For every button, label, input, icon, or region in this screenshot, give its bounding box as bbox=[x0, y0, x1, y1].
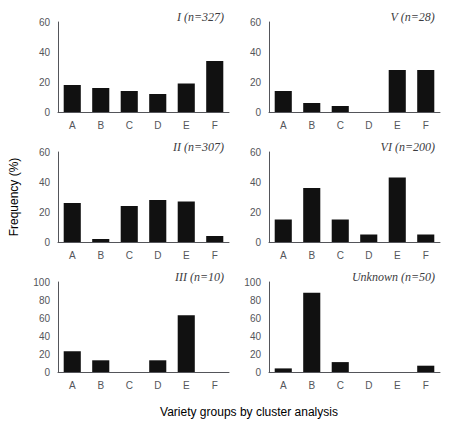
svg-text:F: F bbox=[212, 120, 218, 131]
svg-text:Unknown (n=50): Unknown (n=50) bbox=[352, 270, 435, 284]
svg-text:0: 0 bbox=[255, 367, 261, 378]
svg-text:100: 100 bbox=[33, 277, 50, 288]
svg-text:0: 0 bbox=[44, 107, 50, 118]
svg-text:C: C bbox=[337, 380, 344, 391]
svg-text:C: C bbox=[126, 120, 133, 131]
svg-text:E: E bbox=[183, 120, 190, 131]
svg-text:E: E bbox=[183, 250, 190, 261]
svg-text:20: 20 bbox=[250, 349, 262, 360]
svg-text:F: F bbox=[212, 380, 218, 391]
svg-text:B: B bbox=[97, 250, 104, 261]
svg-text:II (n=307): II (n=307) bbox=[172, 140, 224, 154]
svg-text:C: C bbox=[126, 250, 133, 261]
svg-text:40: 40 bbox=[250, 331, 262, 342]
svg-text:40: 40 bbox=[39, 331, 51, 342]
svg-text:0: 0 bbox=[255, 107, 261, 118]
svg-text:60: 60 bbox=[39, 17, 51, 28]
svg-text:B: B bbox=[97, 120, 104, 131]
svg-text:A: A bbox=[69, 120, 76, 131]
svg-text:D: D bbox=[365, 120, 372, 131]
svg-text:D: D bbox=[365, 380, 372, 391]
svg-text:E: E bbox=[394, 120, 401, 131]
svg-text:40: 40 bbox=[250, 47, 262, 58]
svg-text:20: 20 bbox=[39, 207, 51, 218]
svg-text:0: 0 bbox=[44, 367, 50, 378]
svg-text:20: 20 bbox=[250, 207, 262, 218]
svg-text:F: F bbox=[423, 380, 429, 391]
svg-text:B: B bbox=[308, 120, 315, 131]
svg-text:A: A bbox=[280, 120, 287, 131]
svg-text:D: D bbox=[154, 250, 161, 261]
svg-text:V (n=28): V (n=28) bbox=[391, 10, 435, 24]
svg-text:20: 20 bbox=[39, 349, 51, 360]
svg-text:20: 20 bbox=[39, 77, 51, 88]
svg-text:A: A bbox=[280, 250, 287, 261]
svg-text:20: 20 bbox=[250, 77, 262, 88]
svg-text:60: 60 bbox=[39, 147, 51, 158]
svg-text:40: 40 bbox=[250, 177, 262, 188]
svg-text:VI (n=200): VI (n=200) bbox=[381, 140, 435, 154]
svg-text:A: A bbox=[69, 250, 76, 261]
svg-text:80: 80 bbox=[250, 295, 262, 306]
svg-text:C: C bbox=[337, 250, 344, 261]
svg-text:I (n=327): I (n=327) bbox=[176, 10, 224, 24]
svg-text:B: B bbox=[97, 380, 104, 391]
svg-text:60: 60 bbox=[39, 313, 51, 324]
svg-text:0: 0 bbox=[255, 237, 261, 248]
svg-text:60: 60 bbox=[250, 17, 262, 28]
svg-text:Variety groups by cluster anal: Variety groups by cluster analysis bbox=[160, 405, 338, 419]
svg-text:60: 60 bbox=[250, 147, 262, 158]
svg-text:0: 0 bbox=[44, 237, 50, 248]
svg-text:C: C bbox=[337, 120, 344, 131]
svg-text:F: F bbox=[423, 120, 429, 131]
svg-text:C: C bbox=[126, 380, 133, 391]
svg-text:A: A bbox=[69, 380, 76, 391]
svg-text:F: F bbox=[212, 250, 218, 261]
svg-text:D: D bbox=[365, 250, 372, 261]
svg-text:100: 100 bbox=[244, 277, 261, 288]
svg-text:40: 40 bbox=[39, 47, 51, 58]
svg-text:B: B bbox=[308, 380, 315, 391]
svg-text:F: F bbox=[423, 250, 429, 261]
svg-text:40: 40 bbox=[39, 177, 51, 188]
svg-text:A: A bbox=[280, 380, 287, 391]
svg-text:80: 80 bbox=[39, 295, 51, 306]
svg-text:B: B bbox=[308, 250, 315, 261]
svg-text:E: E bbox=[183, 380, 190, 391]
svg-text:D: D bbox=[154, 120, 161, 131]
svg-text:E: E bbox=[394, 380, 401, 391]
svg-text:Frequency (%): Frequency (%) bbox=[7, 158, 21, 237]
svg-text:III (n=10): III (n=10) bbox=[174, 270, 224, 284]
svg-text:D: D bbox=[154, 380, 161, 391]
svg-text:60: 60 bbox=[250, 313, 262, 324]
svg-text:E: E bbox=[394, 250, 401, 261]
